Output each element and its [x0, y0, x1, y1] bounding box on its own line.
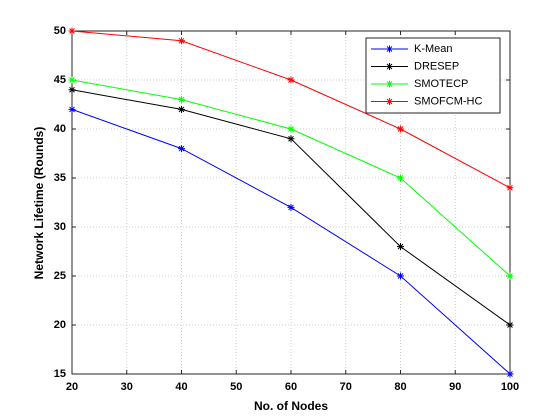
legend-marker — [386, 45, 393, 53]
marker — [506, 184, 514, 192]
x-tick-label: 50 — [230, 381, 242, 393]
marker — [506, 272, 514, 280]
y-tick-label: 35 — [54, 172, 66, 184]
y-tick-label: 40 — [54, 123, 66, 135]
legend-label: K-Mean — [414, 43, 453, 55]
marker — [178, 96, 185, 104]
y-tick-label: 15 — [54, 368, 66, 380]
marker — [68, 27, 76, 35]
y-tick-label: 45 — [54, 74, 66, 86]
marker — [397, 243, 404, 251]
marker — [68, 86, 76, 94]
x-axis-label: No. of Nodes — [254, 399, 328, 413]
marker — [178, 105, 185, 113]
marker — [68, 105, 76, 113]
marker — [397, 125, 404, 133]
plot-frame — [71, 30, 511, 375]
y-tick-label: 20 — [54, 319, 66, 331]
x-tick-label: 80 — [394, 381, 406, 393]
marker — [68, 76, 76, 84]
marker — [287, 125, 295, 133]
y-axis-label: Network Lifetime (Rounds) — [32, 127, 46, 280]
x-tick-label: 90 — [449, 381, 461, 393]
y-tick-label: 25 — [54, 270, 66, 282]
y-tick-label: 30 — [54, 221, 66, 233]
legend: K-Mean DRESEP SMOTECP SMOFCM-HC — [365, 37, 501, 114]
x-tick-label: 40 — [175, 381, 187, 393]
legend-label: SMOFCM-HC — [414, 95, 482, 107]
marker — [397, 174, 404, 182]
x-tick-label: 30 — [121, 381, 133, 393]
x-tick-label: 60 — [285, 381, 297, 393]
marker — [397, 272, 404, 280]
legend-marker — [386, 80, 393, 88]
legend-marker — [386, 63, 393, 70]
marker — [178, 145, 185, 153]
legend-label: SMOTECP — [414, 78, 468, 90]
y-tick-label: 50 — [54, 25, 66, 37]
x-tick-label: 70 — [340, 381, 352, 393]
marker — [178, 37, 185, 45]
marker — [506, 321, 514, 329]
legend-marker — [386, 98, 393, 105]
x-tick-label: 100 — [501, 381, 519, 393]
marker — [506, 370, 514, 378]
x-tick-label: 20 — [66, 381, 78, 393]
legend-label: DRESEP — [414, 60, 459, 72]
marker — [287, 203, 295, 211]
marker — [287, 135, 295, 143]
marker — [287, 76, 295, 84]
